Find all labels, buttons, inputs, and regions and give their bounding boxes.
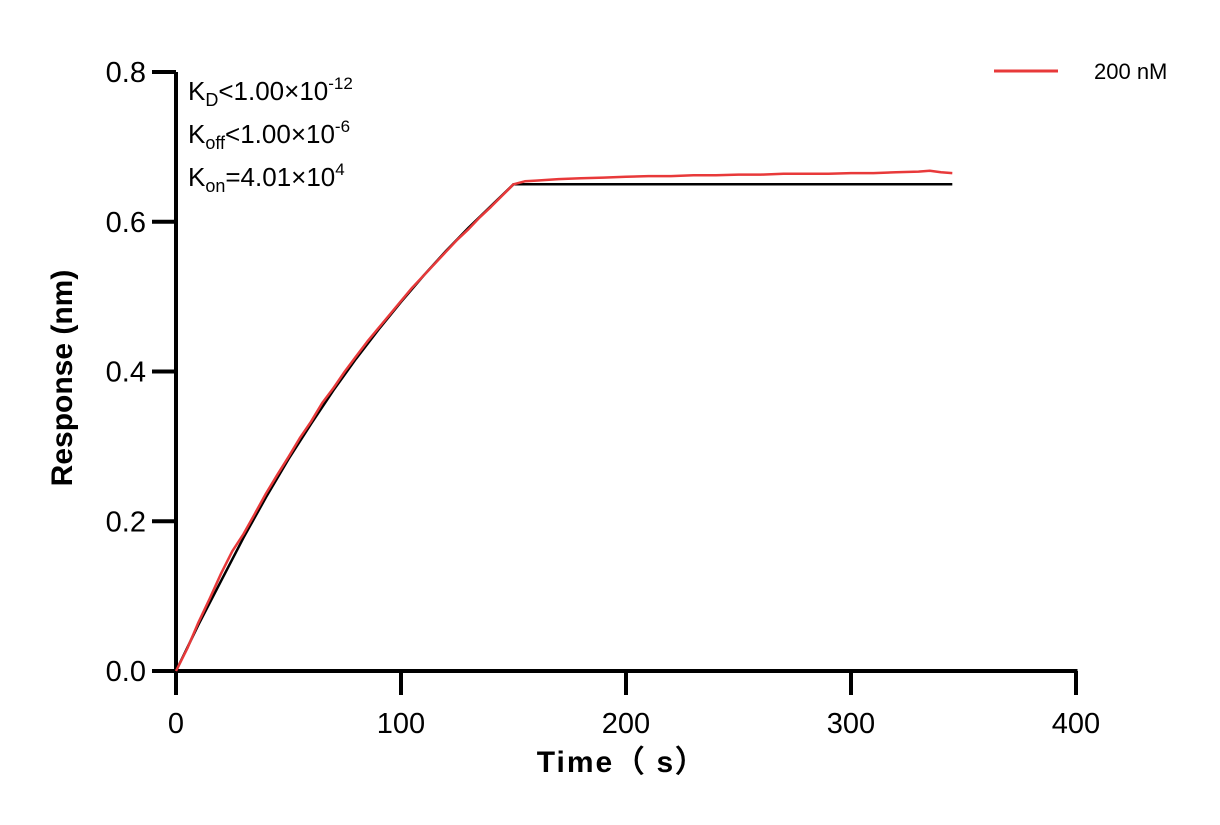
x-tick-label: 200 — [602, 708, 650, 740]
y-axis-title: Response (nm) — [46, 270, 79, 487]
series-layer — [174, 169, 953, 672]
x-tick-label: 400 — [1052, 708, 1100, 740]
koff-rel: <1.00×10 — [225, 119, 335, 149]
x-tick-label: 0 — [168, 708, 184, 740]
kon-sub: on — [205, 176, 225, 196]
koff-annotation: Koff<1.00×10-6 — [188, 117, 350, 153]
koff-exp: -6 — [335, 117, 350, 136]
x-tick-label: 300 — [827, 708, 875, 740]
kon-rel: =4.01×10 — [225, 162, 335, 192]
x-tick-label: 100 — [377, 708, 425, 740]
fit-curve — [174, 183, 953, 672]
kinetics-annotation: KD<1.00×10-12 Koff<1.00×10-6 Kon=4.01×10… — [188, 74, 353, 196]
x-axis-title: Time（ s） — [537, 745, 708, 779]
series-line-200nm — [174, 169, 953, 672]
kd-rel: <1.00×10 — [218, 76, 328, 106]
axes: 0.0 0.2 0.4 0.6 0.8 0 100 200 300 400 — [106, 57, 1101, 740]
kon-base: K — [188, 162, 206, 192]
kon-exp: 4 — [335, 160, 344, 179]
legend-label-200nm: 200 nM — [1094, 59, 1167, 84]
y-tick-label: 0.0 — [106, 656, 146, 688]
y-tick-label: 0.8 — [106, 57, 146, 89]
koff-sub: off — [205, 133, 226, 153]
legend: 200 nM — [994, 59, 1167, 84]
kd-exp: -12 — [328, 74, 353, 93]
y-tick-label: 0.6 — [106, 207, 146, 239]
fit-layer — [174, 183, 953, 672]
koff-base: K — [188, 119, 206, 149]
kon-annotation: Kon=4.01×104 — [188, 160, 345, 196]
y-tick-label: 0.4 — [106, 357, 146, 389]
y-tick-label: 0.2 — [106, 506, 146, 538]
kd-annotation: KD<1.00×10-12 — [188, 74, 353, 110]
kd-sub: D — [205, 90, 218, 110]
kd-base: K — [188, 76, 206, 106]
